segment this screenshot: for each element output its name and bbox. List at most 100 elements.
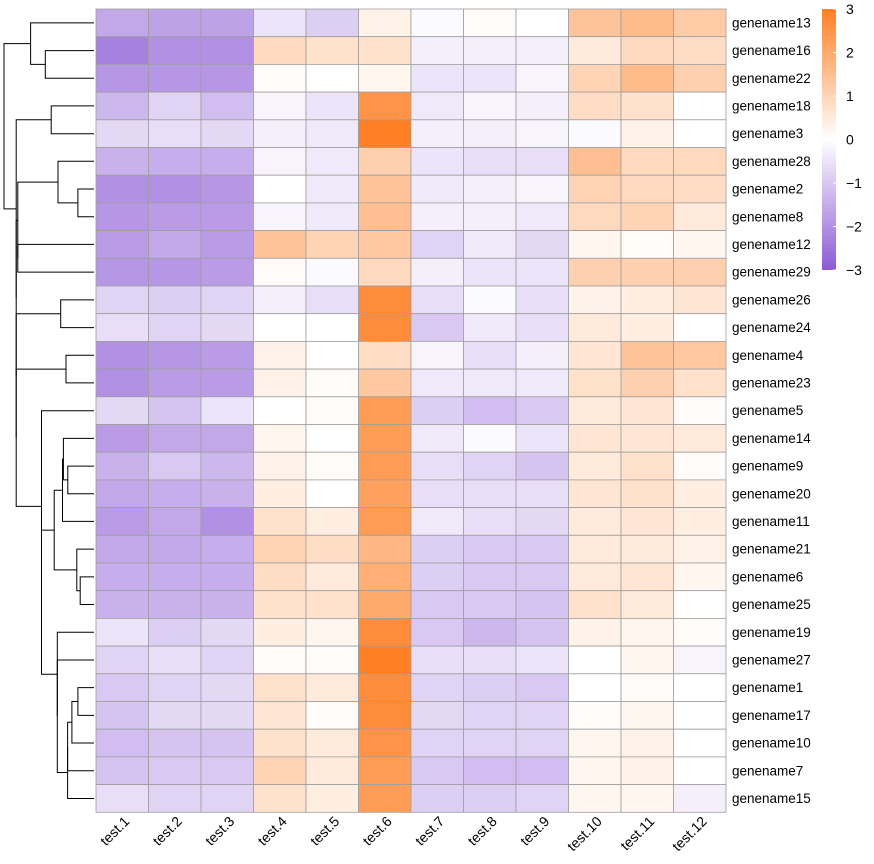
row-label: genename10 (732, 736, 811, 751)
heatmap-cell (568, 257, 622, 287)
row-labels: genename13 genename16 genename22 genename18… (732, 15, 811, 806)
heatmap-cell (620, 673, 674, 702)
heatmap-cell (95, 784, 149, 813)
legend-tick-label: 2 (846, 45, 854, 61)
column-label: test.2 (149, 813, 185, 849)
heatmap-cell (673, 424, 727, 453)
heatmap-cell (95, 728, 149, 758)
heatmap-cell (148, 36, 202, 65)
heatmap-cell (463, 728, 517, 758)
heatmap-cell (410, 8, 464, 38)
heatmap-cell (305, 340, 359, 370)
heatmap-cell (253, 673, 307, 702)
heatmap-cell (358, 451, 412, 481)
row-label: genename9 (732, 459, 803, 474)
row-label: genename13 (732, 15, 811, 30)
heatmap-cell (253, 340, 307, 370)
dendrogram-branch (67, 465, 94, 495)
heatmap-cell (515, 91, 569, 121)
row-label: genename11 (732, 514, 810, 529)
heatmap-cell (463, 174, 517, 204)
heatmap-cell (410, 91, 464, 121)
heatmap-cell (463, 396, 517, 425)
row-label: genename22 (732, 71, 811, 86)
heatmap-cell (410, 340, 464, 370)
heatmap-cell (620, 174, 674, 204)
heatmap-cell (463, 507, 517, 536)
heatmap-cell (463, 313, 517, 342)
heatmap-cell (305, 257, 359, 287)
heatmap-cell (620, 507, 674, 536)
row-dendrogram (3, 22, 94, 799)
dendrogram-branch (65, 354, 94, 384)
heatmap-cell (673, 230, 727, 259)
heatmap-cell (463, 119, 517, 148)
heatmap-cell (463, 368, 517, 398)
heatmap-cell (200, 119, 254, 148)
heatmap-cell (148, 64, 202, 93)
row-label: genename15 (732, 791, 811, 806)
heatmap-cell (673, 257, 727, 287)
heatmap-cell (463, 534, 517, 564)
legend-tick-label: 1 (846, 88, 854, 104)
heatmap-cell (305, 534, 359, 564)
column-label: test.10 (564, 813, 605, 854)
heatmap-cell (568, 8, 622, 38)
heatmap-cell (358, 64, 412, 93)
heatmap-cell (568, 562, 622, 592)
dendrogram-branch (77, 687, 94, 716)
heatmap-cell (515, 756, 569, 786)
heatmap-cell (410, 590, 464, 619)
heatmap-cell (95, 313, 149, 342)
heatmap-cell (358, 340, 412, 370)
heatmap-cell (358, 673, 412, 702)
heatmap-cell (568, 673, 622, 702)
heatmap-cell (305, 119, 359, 148)
heatmap-cell (95, 396, 149, 425)
heatmap-cell (515, 64, 569, 93)
row-label: genename18 (732, 98, 811, 113)
row-label: genename3 (732, 126, 803, 141)
heatmap-cell (620, 756, 674, 786)
heatmap-cell (253, 119, 307, 148)
row-label: genename8 (732, 209, 803, 224)
heatmap-cell (95, 534, 149, 564)
row-label: genename29 (732, 265, 811, 280)
legend-tick-label: −3 (846, 262, 862, 278)
heatmap-cell (305, 451, 359, 481)
heatmap-cell (568, 424, 622, 453)
heatmap-cell (305, 174, 359, 204)
heatmap-cell (95, 756, 149, 786)
heatmap-cell (673, 618, 727, 647)
heatmap-cell (620, 618, 674, 647)
heatmap-cell (515, 8, 569, 38)
heatmap-cell (515, 424, 569, 453)
heatmap-cell (148, 562, 202, 592)
heatmap-cell (620, 64, 674, 93)
heatmap-cell (410, 174, 464, 204)
dendrogram-branch (71, 701, 94, 744)
heatmap-cell (253, 64, 307, 93)
legend-tick-label: −1 (846, 175, 862, 191)
heatmap-cell (620, 784, 674, 813)
heatmap-cell (410, 313, 464, 342)
heatmap-cell (358, 230, 412, 259)
heatmap-cell (148, 368, 202, 398)
heatmap-cell (200, 147, 254, 176)
column-label: test.12 (669, 813, 710, 854)
row-label: genename24 (732, 320, 811, 335)
heatmap-cell (515, 174, 569, 204)
dendrogram-branch (15, 119, 52, 298)
heatmap-cell (410, 257, 464, 287)
column-label: test.4 (254, 813, 290, 849)
heatmap-cell (253, 534, 307, 564)
dendrogram-branch (30, 22, 94, 65)
heatmap-cell (200, 784, 254, 813)
heatmap-cell (200, 701, 254, 730)
heatmap-cell (463, 64, 517, 93)
heatmap-cell (673, 507, 727, 536)
heatmap-cell (673, 728, 727, 758)
heatmap-cell (358, 91, 412, 121)
dendrogram-branch (17, 243, 94, 273)
heatmap-cell (358, 728, 412, 758)
